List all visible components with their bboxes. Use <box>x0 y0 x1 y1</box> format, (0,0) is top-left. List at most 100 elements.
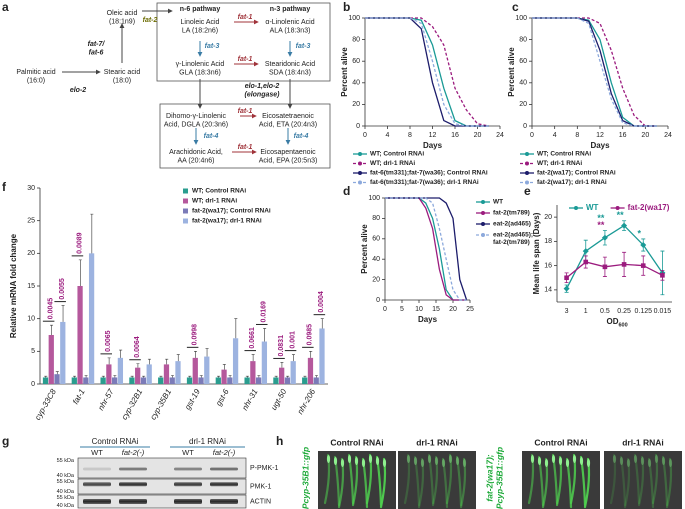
x-tick-label: 24 <box>496 132 504 139</box>
x-tick-label: 12 <box>596 132 604 139</box>
significance: ** <box>597 220 605 230</box>
fatty-acid: Dihomo-γ-Linolenic <box>166 113 226 120</box>
x-tick-label: 20 <box>449 306 457 313</box>
kda-marker: 55 kDa <box>57 495 75 501</box>
worm <box>445 453 453 505</box>
y-tick-label: 40 <box>372 256 380 263</box>
pvalue: 0.0055 <box>59 278 66 300</box>
error-bar <box>78 259 82 286</box>
lane-label: WT <box>91 448 103 457</box>
error-bar <box>176 354 180 362</box>
bar <box>232 338 239 384</box>
error-bar <box>90 213 94 254</box>
worm <box>619 455 627 507</box>
error-bar <box>84 375 88 378</box>
bar <box>290 361 296 384</box>
y-tick-label: 40 <box>519 80 527 87</box>
enzyme: fat-2 <box>143 17 158 24</box>
panel-letter: e <box>524 184 531 198</box>
worm <box>431 455 439 507</box>
x-tick-label: 0.125 <box>634 308 652 315</box>
error-bar <box>159 375 163 378</box>
worm-head <box>579 457 584 465</box>
worm <box>609 453 617 505</box>
enzyme: fat-4 <box>294 133 309 140</box>
legend-label: eat-2(ad465); <box>493 232 533 239</box>
legend-label: WT <box>493 199 503 206</box>
legend-label: WT <box>586 203 599 212</box>
point <box>582 248 589 255</box>
fatty-acid: Acid, EPA (20:5n3) <box>259 157 318 164</box>
y-tick-label: 14 <box>544 287 552 294</box>
worm-head <box>633 455 638 463</box>
pvalue: 0.0661 <box>249 327 256 349</box>
y-axis-label: Percent alive <box>507 47 516 97</box>
bar <box>88 253 95 384</box>
bar <box>146 364 152 384</box>
significance: ** <box>597 213 605 223</box>
x-tick-label: 4 <box>553 132 557 139</box>
x-tick-label: 12 <box>429 132 437 139</box>
error-bar <box>286 375 290 378</box>
panel-letter: a <box>2 0 9 14</box>
enzyme: fat-4 <box>204 133 219 140</box>
x-tick-label: 3 <box>565 308 569 315</box>
worm-head <box>354 457 359 465</box>
worm-head <box>375 457 380 465</box>
x-tick-label: 8 <box>408 132 412 139</box>
error-bar <box>263 328 267 342</box>
legend-marker <box>358 171 362 175</box>
error-bar <box>44 375 48 378</box>
worm-head <box>382 459 387 467</box>
bar <box>284 377 291 384</box>
x-tick-label: 20 <box>474 132 482 139</box>
image-column-label: Control RNAi <box>330 437 383 447</box>
point <box>563 285 570 292</box>
worm <box>417 457 425 509</box>
lane-label: fat-2(-) <box>213 448 236 457</box>
worm-head <box>530 455 535 463</box>
worm-head <box>413 457 418 465</box>
micrograph <box>604 451 682 509</box>
x-tick-label: nhr-57 <box>96 387 116 412</box>
worm-head <box>586 459 591 467</box>
blot-target: P-PMK-1 <box>250 465 279 472</box>
x-axis-label: OD <box>607 317 619 326</box>
legend-marker <box>358 152 362 156</box>
blot-band <box>83 482 111 487</box>
fatty-acid: SDA (18:4n3) <box>269 69 311 76</box>
worm-head <box>368 455 373 463</box>
bar <box>106 364 112 384</box>
fatty-acid: (18:1n9) <box>109 18 135 25</box>
fatty-acid: AA (20:4n6) <box>178 157 215 164</box>
blot-band <box>174 482 202 487</box>
legend-marker <box>615 206 620 210</box>
worm-head <box>427 455 432 463</box>
legend-marker <box>525 152 529 156</box>
fatty-acid: α-Linolenic Acid <box>265 19 314 26</box>
x-tick-label: 0.5 <box>600 308 610 315</box>
blot-membrane <box>77 494 247 509</box>
y-tick-label: 25 <box>27 218 35 225</box>
x-tick-label: 10 <box>415 306 423 313</box>
legend-swatch <box>183 208 188 214</box>
blot-target: PMK-1 <box>250 483 272 490</box>
point <box>602 264 608 270</box>
worm-head <box>565 459 570 467</box>
worm-head <box>551 455 556 463</box>
enzyme: fat-7/ <box>88 41 106 48</box>
fatty-acid: γ-Linolenic Acid <box>176 61 225 68</box>
bar <box>54 374 60 384</box>
worm <box>413 455 421 507</box>
pvalue: 0.0089 <box>76 232 83 254</box>
kda-marker: 40 kDa <box>57 489 75 495</box>
enzyme: fat-1 <box>238 14 253 21</box>
blot-band <box>174 499 202 504</box>
fatty-acid: Arachidonic Acid, <box>169 149 223 156</box>
blot-band <box>119 499 147 504</box>
y-tick-label: 0 <box>356 123 360 130</box>
error-bar <box>217 375 221 378</box>
blot-membrane <box>77 457 247 479</box>
x-axis-label: Days <box>590 141 610 150</box>
